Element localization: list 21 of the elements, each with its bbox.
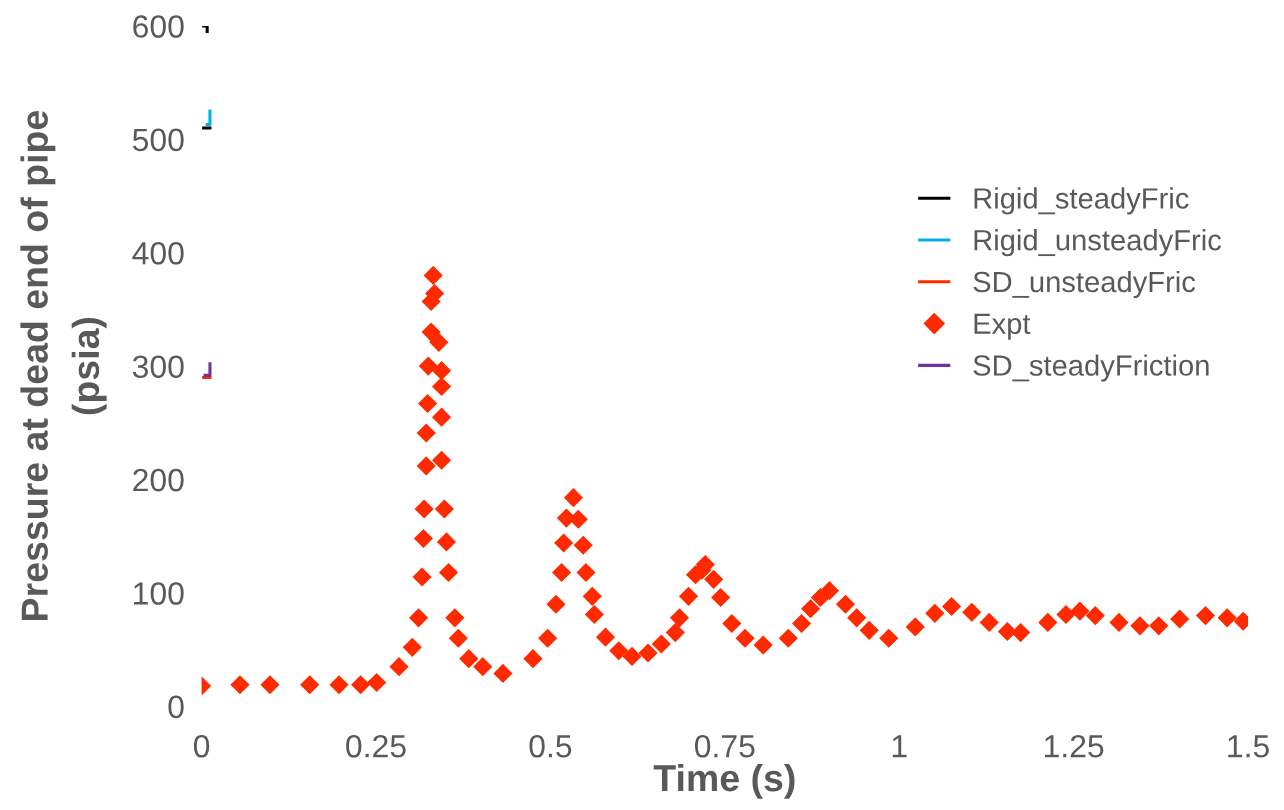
y-tick-label: 0 (168, 695, 184, 719)
x-tick-label: 0.75 (694, 734, 755, 758)
legend-label: SD_unsteadyFric (973, 270, 1196, 299)
legend-label: SD_steadyFriction (973, 354, 1209, 382)
x-tick-label: 0.5 (529, 734, 572, 758)
x-axis-title: Time (s) (653, 763, 795, 799)
x-tick-label: 0 (193, 734, 210, 758)
x-tick-label: 1 (892, 735, 907, 758)
x-tick-label: 1.5 (1228, 735, 1269, 758)
y-tick-label: 300 (132, 355, 184, 379)
x-tick-label: 1.25 (1044, 734, 1104, 758)
legend-label: Expt (974, 313, 1031, 340)
y-axis-title: Pressure at dead end of pipe (psia) (20, 111, 107, 620)
y-tick-label: 200 (133, 468, 184, 492)
x-tick-label: 0.25 (346, 734, 406, 758)
y-tick-label: 500 (132, 128, 184, 152)
legend-label: Rigid_steadyFric (974, 187, 1189, 215)
y-tick-label: 400 (132, 241, 184, 265)
y-tick-label: 100 (134, 582, 184, 605)
legend-label: Rigid_unsteadyFric (974, 229, 1222, 257)
y-tick-label: 600 (133, 15, 184, 38)
